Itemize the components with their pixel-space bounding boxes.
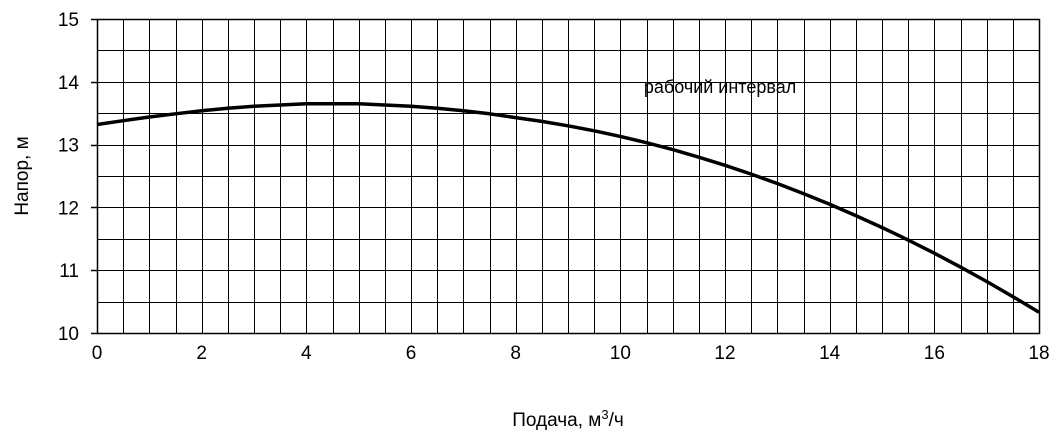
x-tick-label: 12 xyxy=(714,343,735,364)
grid xyxy=(91,18,1041,335)
x-tick-label: 10 xyxy=(610,343,631,364)
y-axis-label: Напор, м xyxy=(12,136,33,215)
series-line xyxy=(96,102,1040,314)
x-tick-label: 14 xyxy=(819,343,841,364)
plot-frame xyxy=(96,18,1041,335)
y-tick-label: 12 xyxy=(58,198,79,219)
annotation-label: рабочий интервал xyxy=(644,77,796,97)
y-tick-label: 11 xyxy=(59,261,79,282)
x-tick-label: 2 xyxy=(196,343,207,364)
x-axis-label-sup: 3 xyxy=(601,407,608,422)
x-tick-label: 6 xyxy=(406,343,417,364)
x-tick-label: 0 xyxy=(92,343,103,364)
x-tick-label: 18 xyxy=(1028,343,1049,364)
y-tick-label: 15 xyxy=(58,10,79,31)
x-tick-label: 4 xyxy=(301,343,312,364)
y-tick-label: 10 xyxy=(58,324,79,345)
y-tick-label: 14 xyxy=(58,73,80,94)
x-tick-label: 16 xyxy=(924,343,945,364)
y-tick-label: 13 xyxy=(58,136,79,157)
x-axis-label-main: Подача, м xyxy=(512,410,601,431)
x-tick-label: 8 xyxy=(510,343,521,364)
tick-labels: 0 2 4 6 8 10 12 14 16 18 10 11 12 13 14 15 xyxy=(58,10,1050,364)
x-axis-label-tail: /ч xyxy=(609,410,624,431)
x-axis-label: Подача, м3/ч xyxy=(512,407,624,431)
